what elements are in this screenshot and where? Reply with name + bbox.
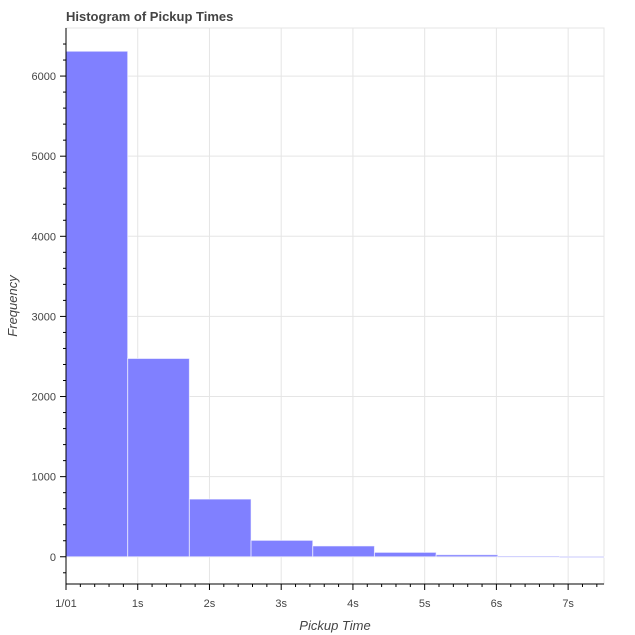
y-tick-label: 4000	[32, 231, 56, 243]
x-tick-label: 6s	[491, 598, 503, 610]
y-axis-label: Frequency	[5, 274, 20, 337]
histogram-bar-1	[66, 51, 128, 557]
y-tick-label: 1000	[32, 472, 56, 484]
histogram-bars	[66, 51, 604, 557]
x-tick-label: 1s	[132, 598, 144, 610]
x-tick-label: 5s	[419, 598, 431, 610]
x-tick-label: 7s	[562, 598, 574, 610]
y-tick-label: 5000	[32, 151, 56, 163]
x-axis-label: Pickup Time	[299, 618, 370, 633]
x-tick-label: 1/01	[55, 598, 76, 610]
histogram-bar-5	[313, 546, 375, 557]
x-tick-label: 3s	[275, 598, 287, 610]
histogram-bar-6	[374, 552, 436, 556]
histogram-bar-9	[560, 557, 604, 558]
y-tick-label: 6000	[32, 71, 56, 83]
histogram-bar-7	[436, 555, 498, 557]
x-tick-label: 2s	[204, 598, 216, 610]
y-tick-label: 0	[50, 552, 56, 564]
chart-title: Histogram of Pickup Times	[66, 9, 233, 24]
histogram-bar-8	[498, 556, 560, 557]
y-tick-label: 3000	[32, 311, 56, 323]
x-tick-label: 4s	[347, 598, 359, 610]
y-tick-label: 2000	[32, 392, 56, 404]
histogram-bar-2	[128, 358, 190, 556]
histogram-bar-4	[251, 540, 313, 556]
histogram-bar-3	[189, 499, 251, 557]
